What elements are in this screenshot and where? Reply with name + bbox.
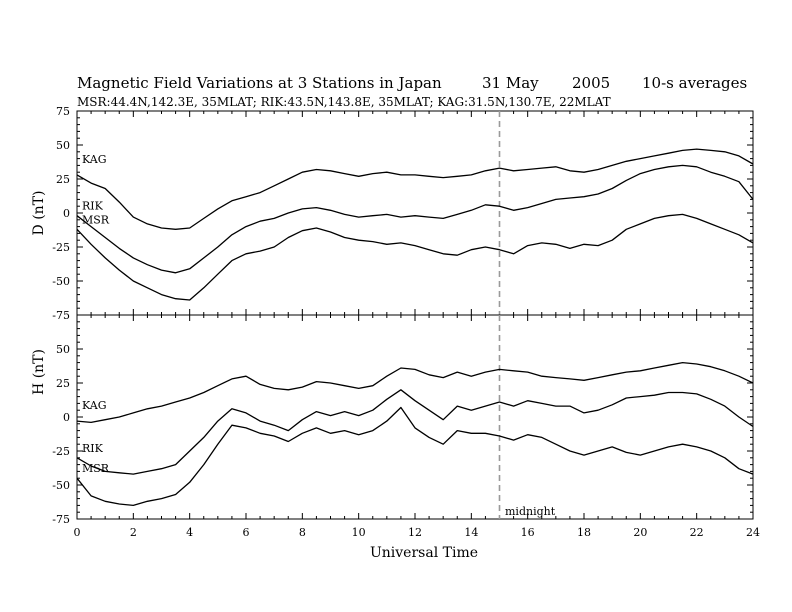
- chart-averaging: 10-s averages: [642, 74, 747, 92]
- xlabel: Universal Time: [370, 545, 478, 561]
- series-line-d-kag: [76, 148, 754, 230]
- xtick-label: 10: [352, 526, 366, 539]
- ytick-label-d: 25: [56, 173, 70, 186]
- series-line-h-msr: [76, 406, 754, 507]
- ytick-label-h: -75: [52, 513, 70, 526]
- xtick-label: 18: [577, 526, 591, 539]
- plot-frame-h: [76, 314, 754, 520]
- ytick-label-d: -25: [52, 241, 70, 254]
- ytick-label-h: -50: [52, 479, 70, 492]
- plot-frame-d: [76, 110, 754, 316]
- station-label-h-kag: KAG: [82, 399, 107, 412]
- chart-date: 31 May: [482, 74, 539, 92]
- xtick-label: 6: [243, 526, 250, 539]
- series-line-d-msr: [76, 213, 754, 301]
- ytick-label-h: 0: [63, 411, 70, 424]
- xtick-label: 0: [74, 526, 81, 539]
- station-label-h-msr: MSR: [82, 462, 110, 475]
- station-label-h-rik: RIK: [82, 442, 104, 455]
- ytick-label-d: 0: [63, 207, 70, 220]
- ytick-label-d: -75: [52, 309, 70, 322]
- ytick-label-h: -25: [52, 445, 70, 458]
- ytick-label-h: 50: [56, 343, 70, 356]
- station-label-d-msr: MSR: [82, 213, 110, 226]
- xtick-label: 16: [521, 526, 535, 539]
- series-line-h-kag: [76, 361, 754, 424]
- ylabel-h: H (nT): [31, 349, 47, 395]
- xtick-label: 8: [299, 526, 306, 539]
- station-label-d-rik: RIK: [82, 200, 104, 213]
- ytick-label-d: -50: [52, 275, 70, 288]
- ytick-label-d: 50: [56, 139, 70, 152]
- chart-title: Magnetic Field Variations at 3 Stations …: [77, 74, 442, 92]
- series-line-d-rik: [76, 164, 754, 274]
- xtick-label: 2: [130, 526, 137, 539]
- xtick-label: 20: [633, 526, 647, 539]
- xtick-label: 12: [408, 526, 422, 539]
- xtick-label: 14: [464, 526, 478, 539]
- ylabel-d: D (nT): [31, 191, 47, 236]
- series-line-h-rik: [76, 389, 754, 475]
- station-label-d-kag: KAG: [82, 153, 107, 166]
- midnight-label: midnight: [505, 505, 556, 518]
- ytick-label-h: 25: [56, 377, 70, 390]
- ytick-label-d: 75: [56, 105, 70, 118]
- xtick-label: 4: [186, 526, 193, 539]
- xtick-label: 22: [690, 526, 704, 539]
- chart-year: 2005: [572, 74, 610, 92]
- chart-subtitle: MSR:44.4N,142.3E, 35MLAT; RIK:43.5N,143.…: [77, 95, 611, 109]
- xtick-label: 24: [746, 526, 760, 539]
